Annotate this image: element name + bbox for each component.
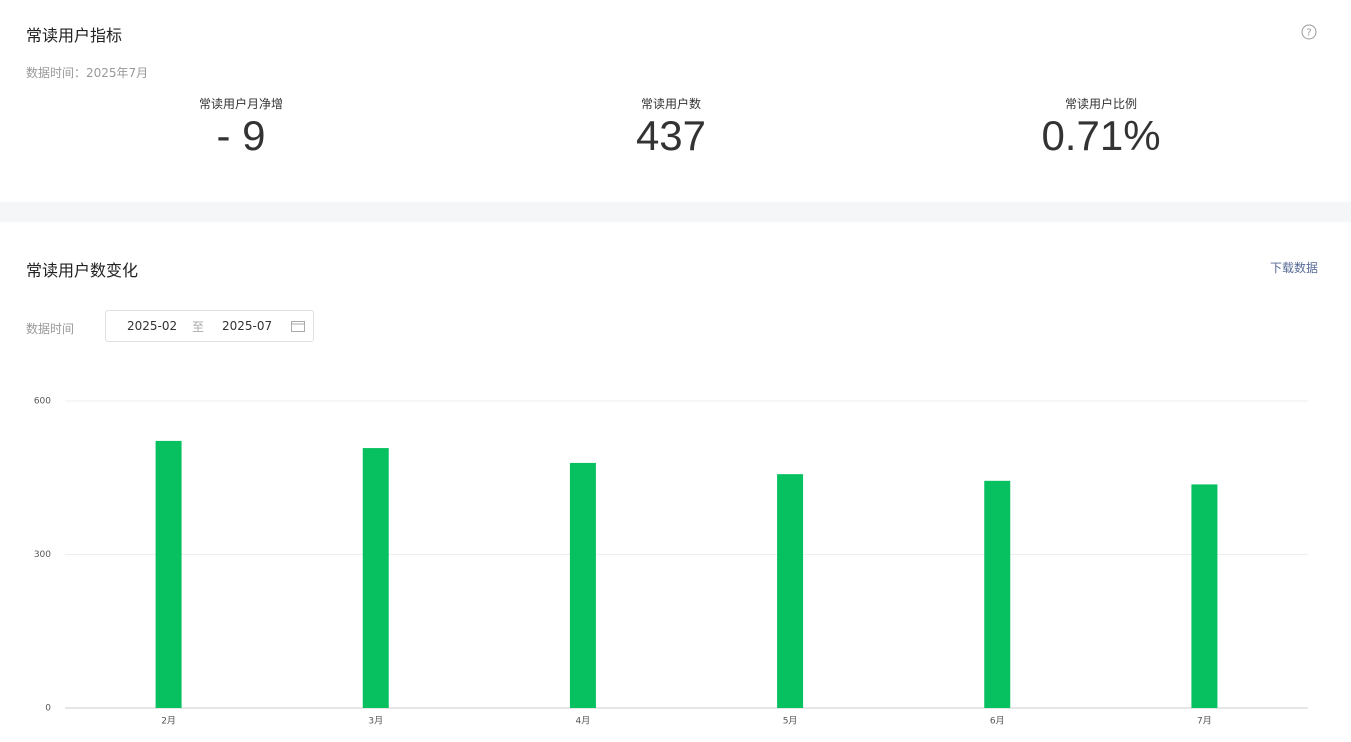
x-tick-label: 5月 <box>783 716 798 727</box>
start-date[interactable]: 2025-02 <box>127 319 178 333</box>
bar <box>777 474 804 708</box>
metric-label: 常读用户月净增 <box>198 97 283 111</box>
svg-text:?: ? <box>1306 28 1311 39</box>
date-label: 数据时间 <box>26 322 75 336</box>
download-link[interactable]: 下载数据 <box>1270 261 1319 275</box>
calendar-icon <box>291 321 305 332</box>
metric-value: - 9 <box>216 112 266 159</box>
x-tick-label: 7月 <box>1197 716 1212 727</box>
y-tick-label: 0 <box>45 704 51 714</box>
date-range-picker[interactable]: 2025-02 至 2025-07 <box>105 310 314 342</box>
bar <box>155 440 182 708</box>
section-title: 常读用户指标 <box>26 26 123 45</box>
metric-value: 437 <box>635 112 707 159</box>
metric-value: 0.71% <box>1041 112 1161 159</box>
section-title: 常读用户数变化 <box>26 261 139 280</box>
metric-label: 常读用户比例 <box>1064 97 1137 111</box>
chart: 0 300 600 2月 3月 4月 5月 6月 7月 <box>34 397 1308 727</box>
divider <box>0 202 1351 222</box>
metric-label: 常读用户数 <box>640 97 701 111</box>
bar <box>984 480 1011 708</box>
help-icon[interactable]: ? <box>1301 24 1317 40</box>
bar <box>569 462 596 708</box>
x-tick-label: 6月 <box>990 716 1005 727</box>
y-tick-label: 600 <box>34 397 51 407</box>
y-tick-label: 300 <box>34 550 51 560</box>
separator: 至 <box>192 320 205 334</box>
x-tick-label: 3月 <box>368 716 383 727</box>
end-date[interactable]: 2025-07 <box>222 319 273 333</box>
data-time: 数据时间：2025年7月 <box>26 66 149 80</box>
bar <box>362 448 389 708</box>
x-tick-label: 2月 <box>161 716 176 727</box>
x-tick-label: 4月 <box>576 716 591 727</box>
bar <box>1191 484 1218 708</box>
